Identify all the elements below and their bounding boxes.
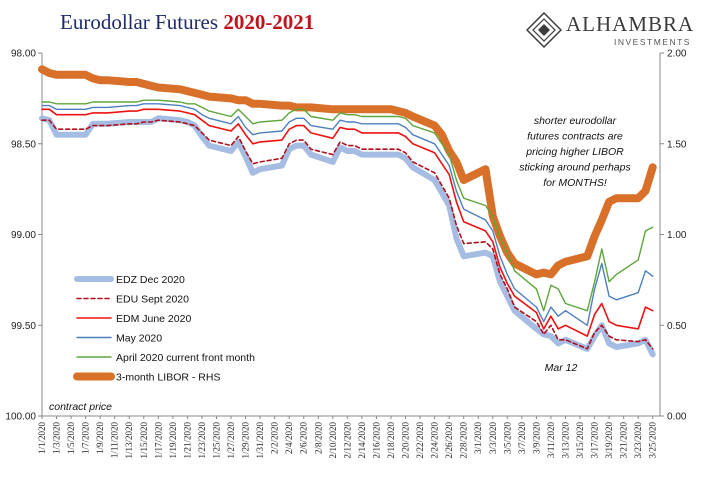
x-tick-label: 2/14/2020: [357, 422, 367, 459]
x-tick-label: 3/9/2020: [531, 422, 541, 455]
x-tick-label: 2/2/2020: [270, 422, 280, 455]
legend-label-edz: EDZ Dec 2020: [116, 274, 185, 286]
annotation-line: for MONTHS!: [543, 177, 607, 189]
left-axis-note: contract price: [49, 401, 112, 413]
annotation-line: sticking around perhaps: [519, 162, 631, 174]
x-tick-label: 1/23/2020: [197, 422, 207, 459]
annotation-line: futures contracts are: [527, 131, 623, 143]
y-left-tick-label: 100.00: [5, 412, 36, 423]
x-tick-label: 3/11/2020: [546, 422, 556, 459]
x-tick-label: 3/25/2020: [648, 422, 658, 459]
x-tick-label: 2/12/2020: [342, 422, 352, 459]
x-tick-label: 3/15/2020: [575, 422, 585, 459]
x-tick-label: 1/13/2020: [124, 422, 134, 459]
x-tick-label: 1/19/2020: [168, 422, 178, 459]
x-tick-label: 1/27/2020: [226, 422, 236, 459]
y-left-tick-label: 98.50: [11, 139, 36, 150]
x-tick-label: 3/17/2020: [590, 422, 600, 459]
annotation-line: pricing higher LIBOR: [525, 146, 624, 158]
x-tick-label: 3/5/2020: [502, 422, 512, 455]
x-tick-label: 2/8/2020: [313, 422, 323, 455]
series-line-edm: [41, 108, 654, 337]
y-right-tick-label: 1.00: [667, 230, 687, 241]
x-tick-label: 3/7/2020: [517, 422, 527, 455]
y-right-tick-label: 2.00: [667, 49, 687, 60]
series-line-apr: [41, 99, 654, 312]
x-tick-label: 2/22/2020: [415, 422, 425, 459]
y-right-tick-label: 1.50: [667, 139, 687, 150]
series-line-may: [41, 103, 654, 326]
x-tick-label: 2/26/2020: [444, 422, 454, 459]
x-tick-label: 1/15/2020: [139, 422, 149, 459]
x-tick-label: 1/31/2020: [255, 422, 265, 459]
x-tick-label: 1/7/2020: [81, 422, 91, 455]
x-tick-label: 3/21/2020: [619, 422, 629, 459]
legend-label-edm: EDM June 2020: [116, 313, 191, 325]
title-years: 2020-2021: [223, 10, 315, 34]
x-tick-label: 2/6/2020: [299, 422, 309, 455]
x-tick-label: 1/11/2020: [110, 422, 120, 459]
logo-subtitle: INVESTMENTS: [614, 37, 691, 47]
x-tick-label: 1/25/2020: [211, 422, 221, 459]
legend-label-apr: April 2020 current front month: [116, 352, 255, 364]
series-layer: [38, 65, 657, 358]
legend: EDZ Dec 2020 EDU Sept 2020 EDM June 2020 Ma…: [73, 274, 255, 384]
x-tick-label: 3/23/2020: [633, 422, 643, 459]
x-tick-label: 3/13/2020: [560, 422, 570, 459]
series-line-edu: [41, 119, 654, 350]
x-tick-label: 1/29/2020: [241, 422, 251, 459]
x-tick-label: 2/28/2020: [459, 422, 469, 459]
x-tick-label: 2/4/2020: [284, 422, 294, 455]
x-tick-label: 1/3/2020: [52, 422, 62, 455]
company-logo: ALHAMBRA INVESTMENTS: [526, 12, 701, 52]
annotations: shorter eurodollar futures contracts are p…: [519, 115, 631, 374]
x-tick-label: 3/3/2020: [488, 422, 498, 455]
annotation-line: shorter eurodollar: [534, 115, 617, 127]
title-main: Eurodollar Futures: [60, 10, 224, 34]
x-tick-label: 1/9/2020: [95, 422, 105, 455]
x-tick-label: 1/21/2020: [182, 422, 192, 459]
x-tick-label: 1/17/2020: [153, 422, 163, 459]
x-tick-label: 2/20/2020: [401, 422, 411, 459]
chart-title: Eurodollar Futures 2020-2021: [60, 10, 314, 35]
x-tick-label: 3/1/2020: [473, 422, 483, 455]
x-tick-label: 2/24/2020: [430, 422, 440, 459]
annotation-date: Mar 12: [545, 362, 578, 374]
legend-label-libor: 3-month LIBOR - RHS: [116, 372, 220, 384]
x-tick-label: 3/19/2020: [604, 422, 614, 459]
x-tick-label: 2/18/2020: [386, 422, 396, 459]
diamond-logo-icon: [526, 12, 562, 48]
axes: 98.00 98.50 99.00 99.50 100.00 2.00 1.50 1.00 0.…: [5, 49, 686, 459]
y-left-tick-label: 98.00: [11, 49, 36, 60]
x-tick-label: 1/5/2020: [66, 422, 76, 455]
logo-name: ALHAMBRA: [566, 12, 695, 36]
y-right-tick-label: 0.00: [667, 412, 687, 423]
x-tick-label: 1/1/2020: [37, 422, 47, 455]
x-tick-label: 2/10/2020: [328, 422, 338, 459]
x-tick-label: 2/16/2020: [371, 422, 381, 459]
legend-label-edu: EDU Sept 2020: [116, 294, 189, 306]
series-line-libor: [38, 65, 657, 279]
y-left-tick-label: 99.00: [11, 230, 36, 241]
y-right-tick-label: 0.50: [667, 321, 687, 332]
legend-label-may: May 2020: [116, 333, 162, 345]
y-left-tick-label: 99.50: [11, 321, 36, 332]
